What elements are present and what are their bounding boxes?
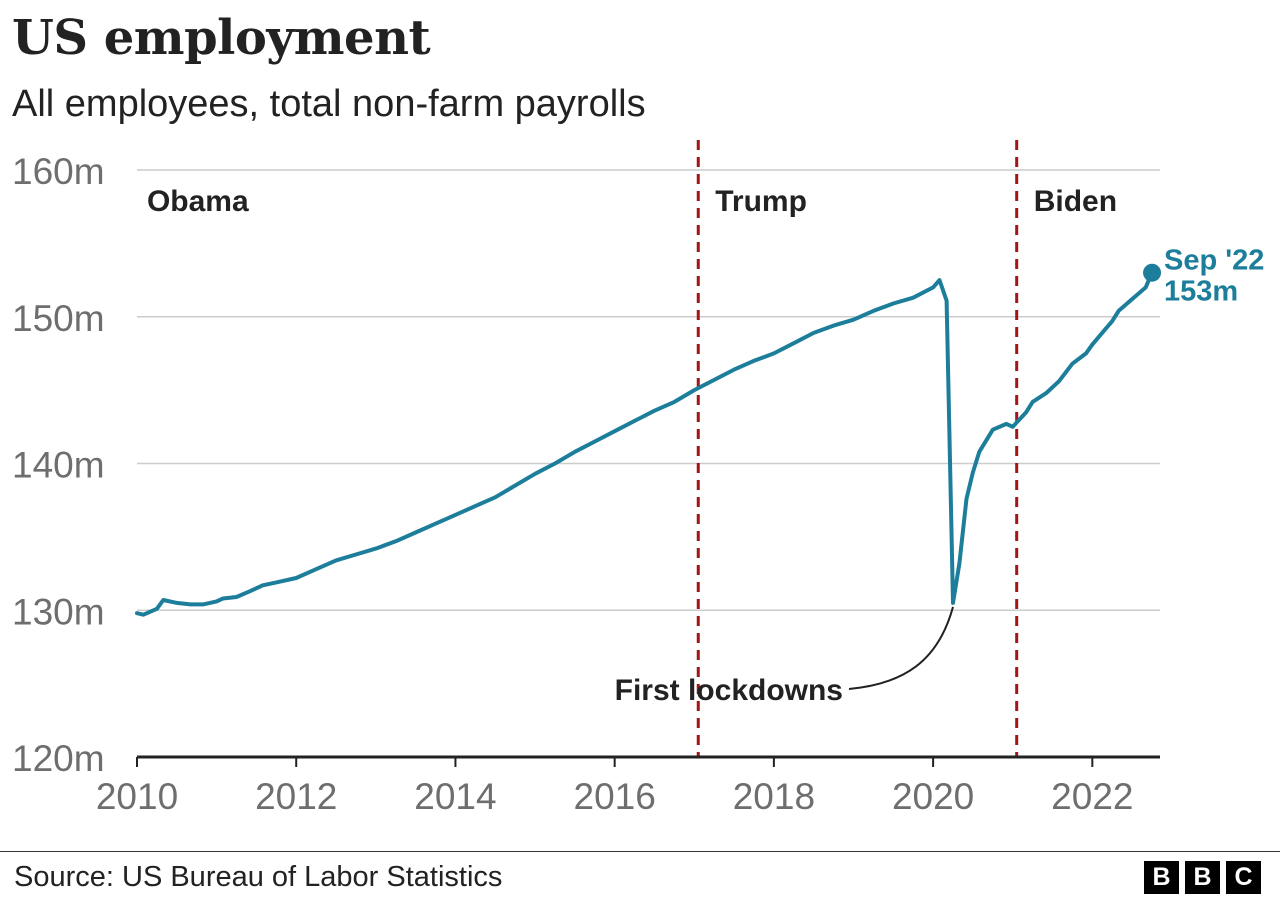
bbc-logo: B B C	[1144, 861, 1261, 894]
x-tick-label: 2012	[255, 776, 337, 817]
lockdown-annotation-label: First lockdowns	[615, 674, 843, 707]
presidency-dividers	[696, 140, 1019, 757]
x-tick-label: 2010	[96, 776, 178, 817]
region-label: Trump	[715, 185, 807, 218]
region-label: Biden	[1034, 185, 1117, 218]
latest-data-point	[1143, 263, 1162, 282]
series-layer	[135, 263, 1162, 617]
x-tick-label: 2016	[574, 776, 656, 817]
logo-letter: B	[1144, 861, 1179, 894]
axes: 120m 130m 140m 150m 160m 2010 2012 2014 2016 2018…	[12, 151, 1160, 817]
y-tick-label: 120m	[12, 738, 105, 779]
chart-title: US employment	[12, 10, 431, 66]
chart-subtitle: All employees, total non-farm payrolls	[12, 83, 646, 125]
x-tick-label: 2018	[733, 776, 815, 817]
employment-line-chart: 120m 130m 140m 150m 160m 2010 2012 2014 2016 2018…	[12, 140, 1264, 817]
source-note: Source: US Bureau of Labor Statistics	[14, 861, 503, 893]
grid-lines	[137, 169, 1160, 611]
logo-letter: C	[1226, 861, 1261, 894]
y-tick-label: 150m	[12, 298, 105, 339]
x-tick-label: 2014	[414, 776, 496, 817]
region-label: Obama	[147, 185, 249, 218]
latest-date-label: Sep '22	[1164, 245, 1264, 277]
y-tick-label: 160m	[12, 151, 105, 192]
x-tick-label: 2020	[892, 776, 974, 817]
logo-letter: B	[1185, 861, 1220, 894]
employment-series-line	[135, 270, 1154, 617]
footer-divider	[0, 851, 1280, 852]
x-tick-label: 2022	[1051, 776, 1133, 817]
latest-value-label: 153m	[1164, 276, 1238, 308]
lockdown-leader-line	[848, 606, 954, 690]
y-tick-label: 130m	[12, 591, 105, 632]
y-tick-label: 140m	[12, 445, 105, 486]
